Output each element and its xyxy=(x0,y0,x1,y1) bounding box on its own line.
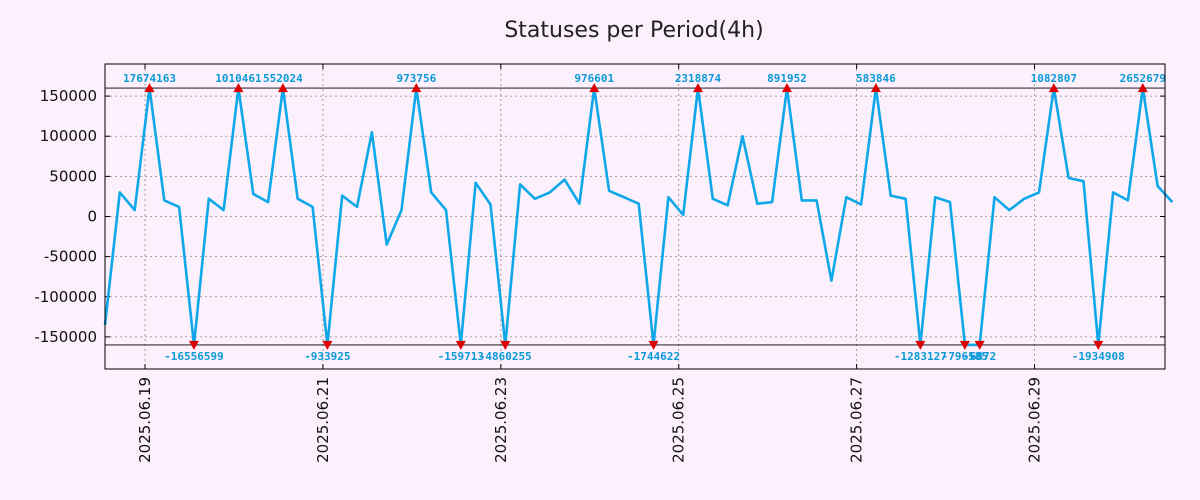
peak-marker xyxy=(781,83,792,93)
peak-label: 891952 xyxy=(767,72,807,85)
trough-marker xyxy=(974,340,985,350)
trough-marker xyxy=(648,340,659,350)
x-axis-labels: 2025.06.19 2025.06.21 2025.06.23 2025.06.25… xyxy=(136,377,1044,463)
peak-marker xyxy=(411,83,422,93)
plot-frame xyxy=(104,63,1166,370)
peak-marker xyxy=(693,83,704,93)
peak-marker xyxy=(870,83,881,93)
y-axis-labels: -150000 -100000 -50000 0 50000 100000 150000 xyxy=(34,87,97,346)
x-tick-label: 2025.06.19 xyxy=(136,377,154,463)
trough-marker xyxy=(915,340,926,350)
trough-label: -796585 xyxy=(942,350,988,363)
trough-marker xyxy=(455,340,466,350)
trough-label: -1283127 xyxy=(894,350,947,363)
x-tick-label: 2025.06.27 xyxy=(848,377,866,463)
grid xyxy=(105,64,1165,369)
peak-label: 17674163 xyxy=(123,72,176,85)
y-tick-label: -150000 xyxy=(34,328,97,346)
trough-marker xyxy=(188,340,199,350)
peak-label: 973756 xyxy=(396,72,436,85)
peak-label: 2318874 xyxy=(675,72,722,85)
trough-marker xyxy=(500,340,511,350)
peak-label: 976601 xyxy=(574,72,614,85)
chart-title: Statuses per Period(4h) xyxy=(504,18,763,43)
trough-marker xyxy=(959,340,970,350)
trough-label: -4860255 xyxy=(479,350,532,363)
trough-label: -159713 xyxy=(438,350,484,363)
trough-label: -1934908 xyxy=(1072,350,1125,363)
y-tick-label: 50000 xyxy=(49,167,97,185)
x-tick-label: 2025.06.25 xyxy=(670,377,688,463)
y-tick-label: 100000 xyxy=(40,127,97,145)
y-tick-label: -50000 xyxy=(44,248,97,266)
peak-label: 1010461 xyxy=(215,72,262,85)
y-tick-label: 0 xyxy=(87,208,97,226)
peak-label: 583846 xyxy=(856,72,896,85)
peak-label: 1082807 xyxy=(1031,72,1077,85)
peak-label: 552024 xyxy=(263,72,303,85)
trough-marker xyxy=(322,340,333,350)
peak-marker xyxy=(233,83,244,93)
x-tick-label: 2025.06.29 xyxy=(1026,377,1044,463)
trough-label: -16556599 xyxy=(164,350,224,363)
peak-marker xyxy=(1048,83,1059,93)
trough-label: -6872 xyxy=(963,350,996,363)
peak-marker xyxy=(1137,83,1148,93)
markers: 17674163 1010461 552024 973756 976601 2318874… xyxy=(123,72,1166,363)
x-tick-label: 2025.06.21 xyxy=(314,377,332,463)
y-tick-label: -100000 xyxy=(34,288,97,306)
peak-marker xyxy=(589,83,600,93)
peak-label: 2652679 xyxy=(1120,72,1166,85)
y-tick-label: 150000 xyxy=(40,87,97,105)
peak-marker xyxy=(277,83,288,93)
trough-label: -1744622 xyxy=(627,350,680,363)
x-tick-label: 2025.06.23 xyxy=(492,377,510,463)
trough-label: -933925 xyxy=(304,350,350,363)
trough-marker xyxy=(1093,340,1104,350)
peak-marker xyxy=(144,83,155,93)
